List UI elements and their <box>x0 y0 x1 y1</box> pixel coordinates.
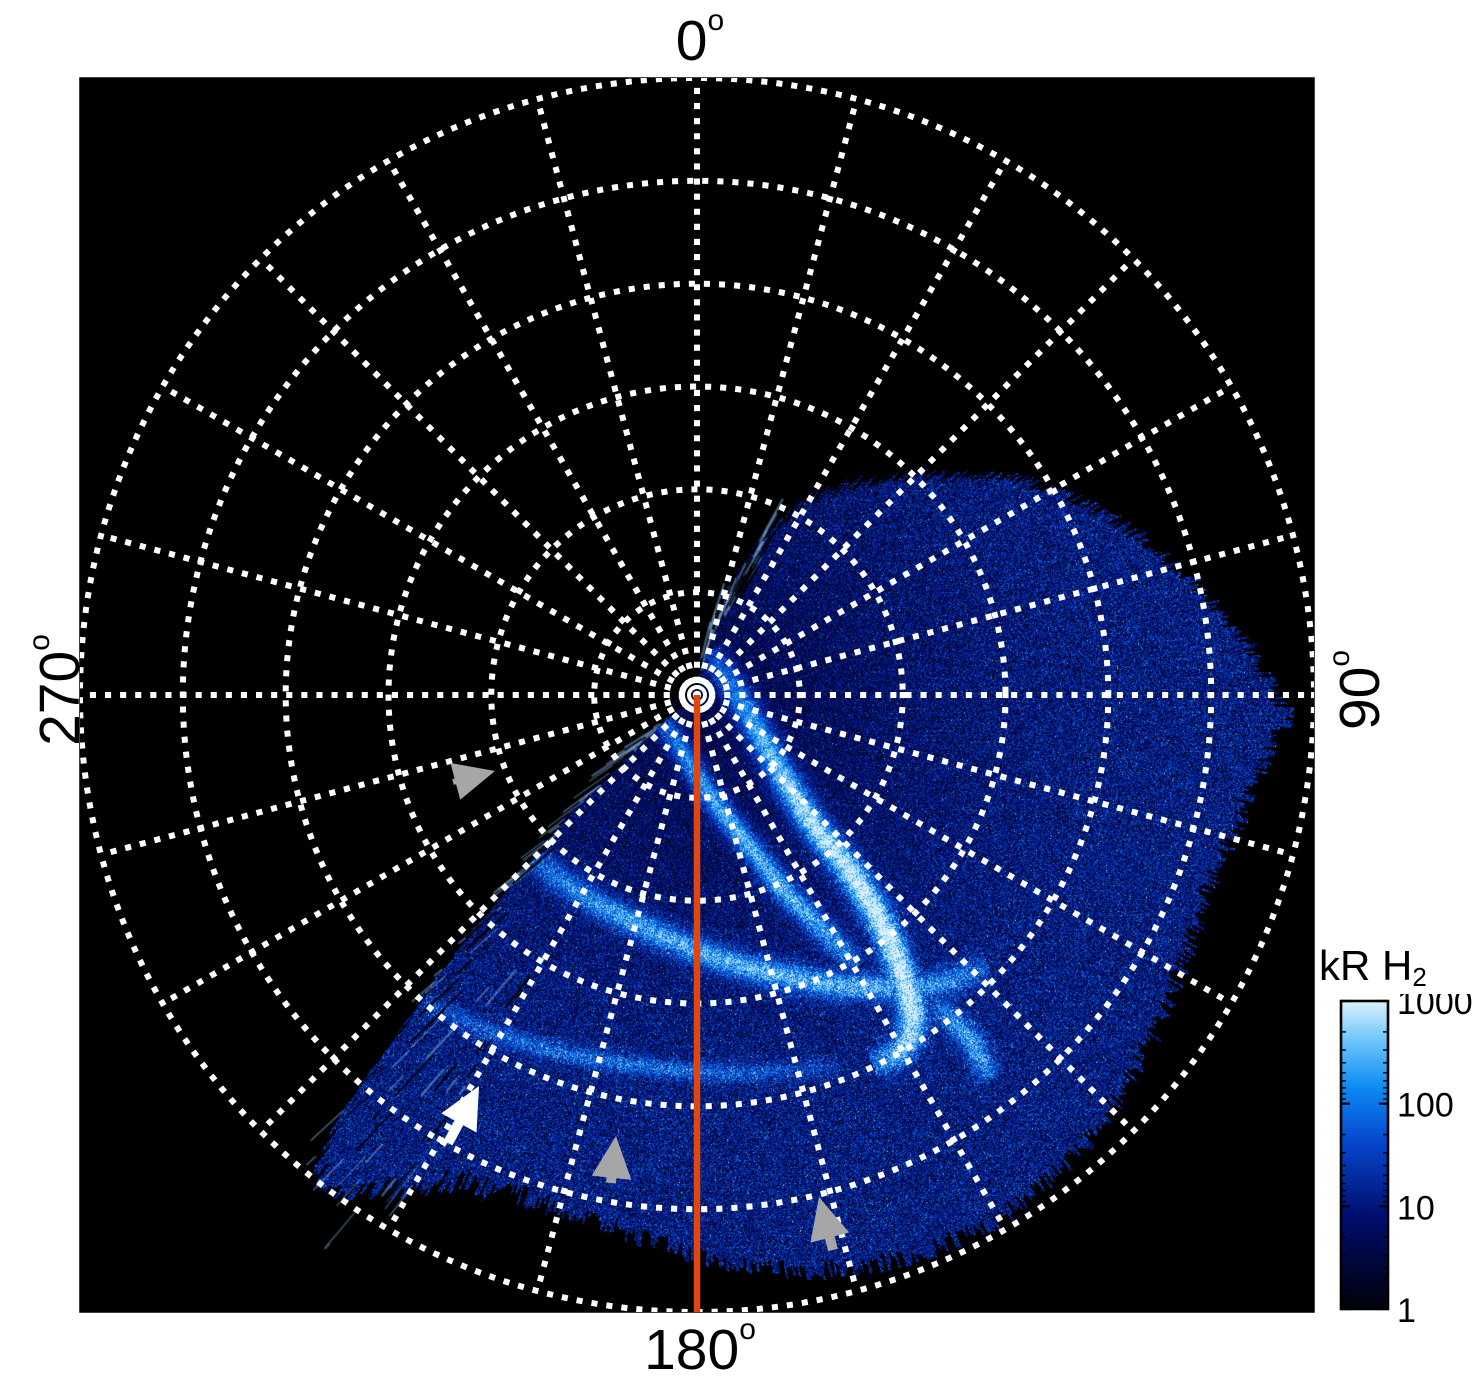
svg-text:1: 1 <box>1397 1292 1416 1330</box>
svg-text:100: 100 <box>1397 1087 1454 1125</box>
svg-text:10: 10 <box>1397 1189 1435 1227</box>
svg-text:1000: 1000 <box>1397 994 1473 1022</box>
